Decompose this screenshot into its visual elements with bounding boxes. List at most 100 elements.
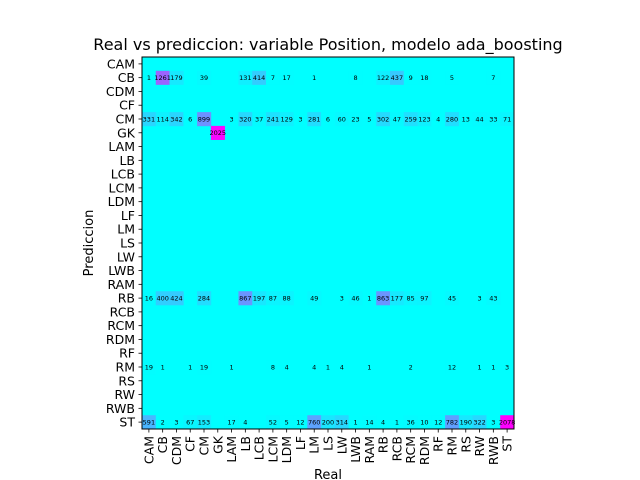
x-tick-label: RW	[472, 436, 487, 457]
cell-value-label: 12	[434, 418, 442, 426]
cell-value-label: 241	[267, 115, 279, 123]
cell-value-label: 39	[200, 74, 208, 82]
cell-value-label: 33	[489, 115, 497, 123]
heatmap-cell	[293, 112, 308, 127]
cell-value-label: 10	[420, 418, 428, 426]
cell-value-label: 3	[298, 115, 302, 123]
cell-value-label: 899	[198, 115, 210, 123]
cell-value-label: 153	[198, 418, 210, 426]
heatmap-cell	[142, 70, 157, 85]
heatmap-cell	[307, 360, 322, 375]
cell-value-label: 52	[269, 418, 277, 426]
y-tick-label: RB	[118, 291, 135, 306]
y-tick-label: RS	[118, 373, 135, 388]
heatmap-cell	[279, 291, 294, 306]
heatmap-cell	[197, 360, 212, 375]
heatmap-cell	[417, 112, 432, 127]
heatmap-cell	[224, 360, 239, 375]
y-tick-label: LCM	[109, 180, 135, 195]
cell-value-label: 5	[285, 418, 289, 426]
y-tick-label: CF	[119, 98, 135, 113]
cell-value-label: 867	[239, 294, 251, 302]
cell-value-label: 4	[243, 418, 247, 426]
cell-value-label: 17	[283, 74, 291, 82]
y-tick-label: LW	[117, 249, 135, 264]
heatmap-cell	[362, 291, 377, 306]
cell-value-label: 1261	[154, 74, 171, 82]
y-tick-label: LCB	[111, 167, 135, 182]
y-tick-label: LS	[120, 236, 135, 251]
cell-value-label: 3	[477, 294, 481, 302]
cell-value-label: 414	[253, 74, 265, 82]
heatmap-cell	[348, 291, 363, 306]
heatmap-cell	[238, 415, 253, 430]
x-tick-label: LDM	[279, 436, 294, 463]
heatmap-cell	[500, 360, 515, 375]
cell-value-label: 4	[285, 363, 289, 371]
x-tick-label: RF	[431, 436, 446, 452]
heatmap-cell	[169, 112, 184, 127]
heatmap-cell	[431, 112, 446, 127]
heatmap-cell	[142, 415, 157, 430]
heatmap-cell	[403, 291, 418, 306]
cell-value-label: 71	[503, 115, 511, 123]
cell-value-label: 114	[156, 115, 168, 123]
heatmap-cell	[348, 415, 363, 430]
cell-value-label: 190	[460, 418, 472, 426]
y-tick-label: LF	[121, 208, 135, 223]
cell-value-label: 782	[446, 418, 458, 426]
cell-value-label: 4	[312, 363, 316, 371]
y-tick-label: RCM	[107, 318, 135, 333]
cell-value-label: 60	[338, 115, 346, 123]
cell-value-label: 123	[418, 115, 430, 123]
cell-value-label: 179	[170, 74, 182, 82]
heatmap-cell	[376, 415, 391, 430]
cell-value-label: 177	[391, 294, 403, 302]
cell-value-label: 45	[448, 294, 456, 302]
heatmap-cell	[486, 70, 501, 85]
heatmap-cell	[348, 70, 363, 85]
cell-value-label: 2	[161, 418, 165, 426]
cell-value-label: 9	[409, 74, 413, 82]
x-tick-label: LCM	[265, 436, 280, 462]
x-tick-label: RS	[458, 436, 473, 453]
heatmap-cell	[197, 291, 212, 306]
cell-value-label: 760	[308, 418, 320, 426]
heatmap-cell	[445, 70, 460, 85]
y-axis-label: Prediccion	[82, 210, 97, 277]
cell-value-label: 12	[448, 363, 456, 371]
x-tick-label: ST	[500, 436, 515, 452]
x-tick-label: RM	[445, 436, 460, 455]
heatmap-cell	[431, 415, 446, 430]
heatmap-cell	[155, 360, 170, 375]
heatmap-cell	[155, 291, 170, 306]
cell-value-label: 4	[381, 418, 385, 426]
heatmap-cell	[376, 112, 391, 127]
heatmap-cell	[224, 112, 239, 127]
cell-value-label: 16	[145, 294, 153, 302]
cell-value-label: 1	[491, 363, 495, 371]
heatmap-cell	[252, 112, 267, 127]
cell-value-label: 424	[170, 294, 182, 302]
heatmap-cell	[252, 291, 267, 306]
cell-value-label: 8	[353, 74, 357, 82]
cell-value-label: 129	[280, 115, 292, 123]
x-tick-label: CM	[197, 436, 212, 456]
heatmap-cell	[472, 415, 487, 430]
x-tick-label: CB	[155, 436, 170, 453]
cell-value-label: 1	[229, 363, 233, 371]
y-tick-label: ST	[119, 415, 135, 430]
cell-value-label: 400	[156, 294, 168, 302]
cell-value-label: 1	[161, 363, 165, 371]
cell-value-label: 23	[351, 115, 359, 123]
y-tick-label: LAM	[108, 139, 135, 154]
y-tick-label: RM	[116, 360, 135, 375]
heatmap-cell	[197, 415, 212, 430]
x-tick-label: CAM	[141, 436, 156, 464]
x-tick-label: GK	[210, 435, 225, 454]
heatmap-cell	[376, 291, 391, 306]
cell-value-label: 3	[505, 363, 509, 371]
heatmap-cell	[183, 112, 198, 127]
cell-value-label: 19	[200, 363, 208, 371]
